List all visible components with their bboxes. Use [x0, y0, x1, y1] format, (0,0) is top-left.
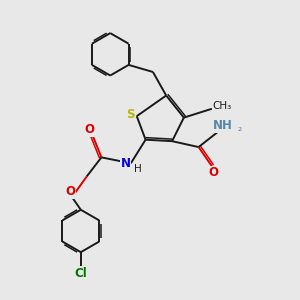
Text: O: O	[65, 185, 76, 198]
Text: S: S	[126, 108, 134, 121]
Text: Cl: Cl	[74, 267, 87, 280]
Text: NH: NH	[213, 119, 233, 132]
Text: O: O	[208, 166, 218, 179]
Text: CH₃: CH₃	[212, 101, 232, 111]
Text: H: H	[134, 164, 142, 173]
Text: ₂: ₂	[237, 123, 241, 133]
Text: N: N	[121, 157, 130, 170]
Text: O: O	[85, 124, 94, 136]
